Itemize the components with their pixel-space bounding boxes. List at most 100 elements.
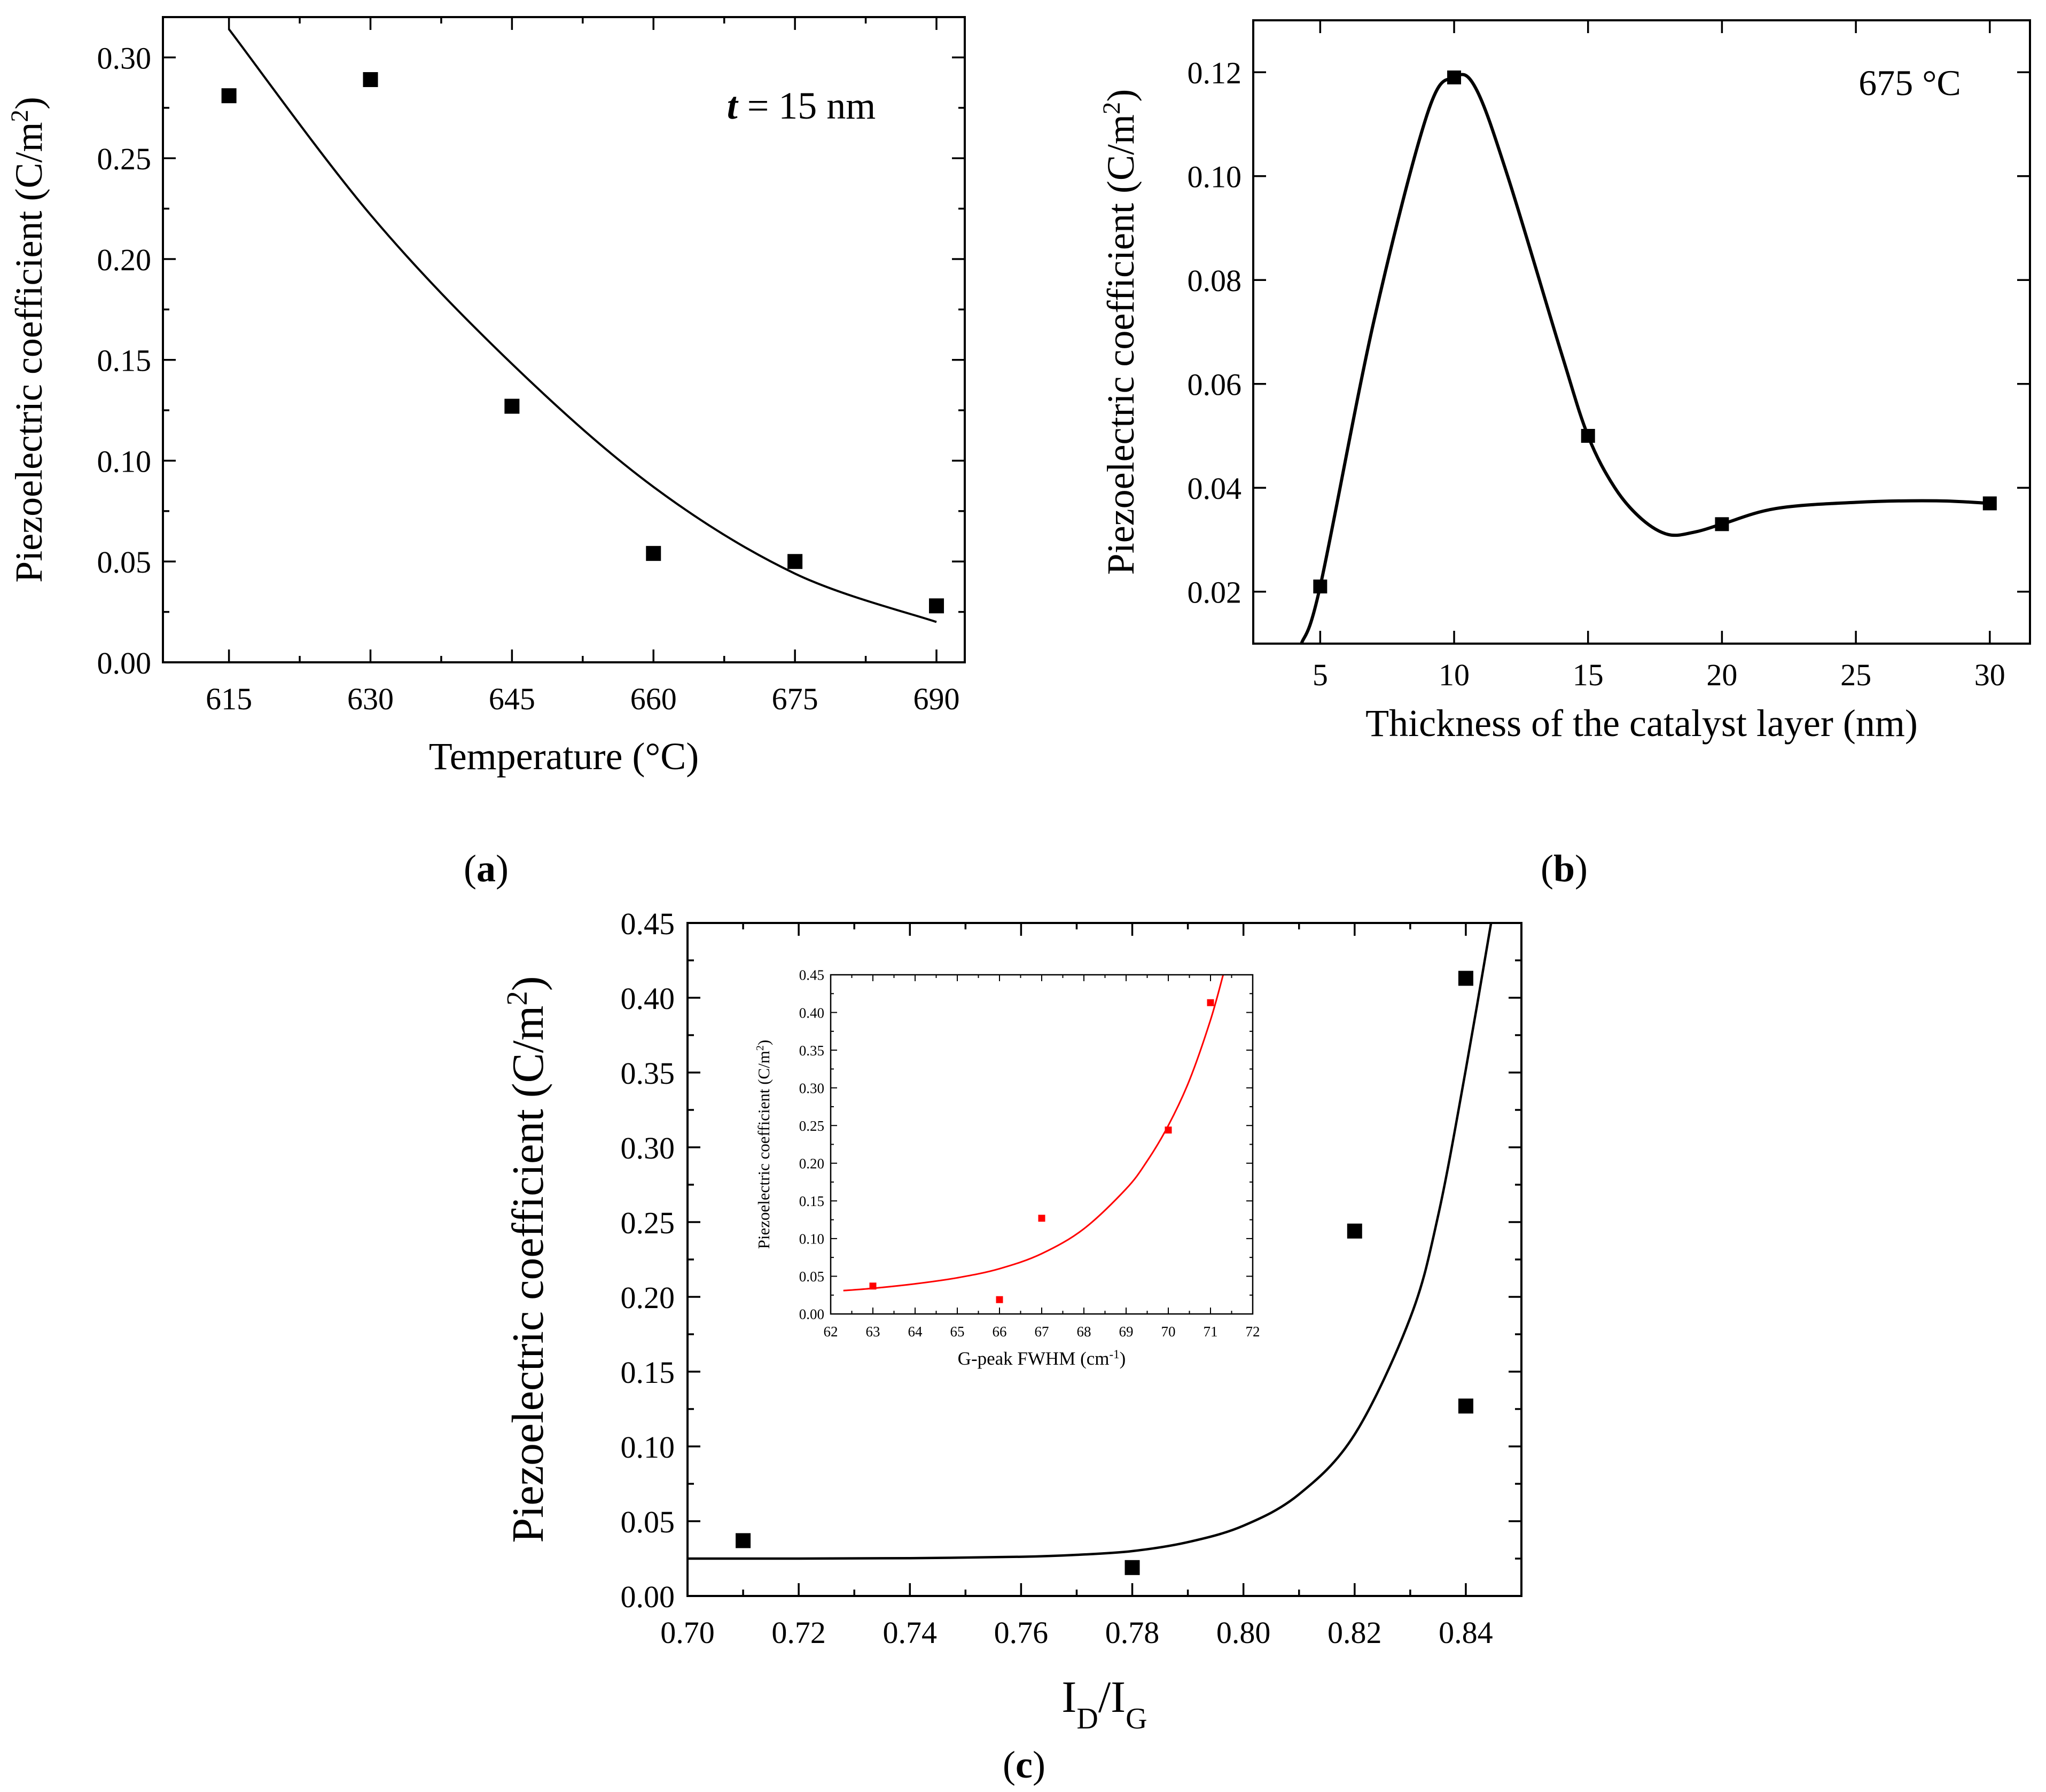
c-y-tick-label: 0.35 — [621, 1056, 675, 1091]
c-inset-data-point — [996, 1296, 1003, 1303]
b-data-point — [1715, 517, 1729, 531]
c-inset-y-tick-label: 0.15 — [799, 1193, 824, 1209]
b-x-tick-label: 25 — [1840, 658, 1871, 692]
c-data-point — [1347, 1223, 1362, 1239]
c-inset-y-tick-label: 0.10 — [799, 1231, 824, 1247]
b-annotation: 675 °C — [1858, 62, 1961, 103]
c-inset-y-tick-label: 0.40 — [799, 1005, 824, 1021]
c-x-axis-title-sub2: G — [1126, 1702, 1147, 1735]
c-inset-y-axis-title: Piezoelectric coefficient (C/m2) — [754, 1040, 773, 1249]
a-y-tick-label: 0.10 — [97, 444, 152, 479]
b-data-point — [1447, 70, 1462, 84]
a-data-point — [646, 546, 661, 561]
a-y-tick-label: 0.00 — [97, 646, 152, 680]
c-x-tick-label: 0.84 — [1439, 1615, 1493, 1650]
c-y-axis-title-sup: 2 — [501, 991, 533, 1005]
b-plot-frame — [1252, 19, 2031, 645]
c-inset-x-tick-label: 65 — [950, 1324, 965, 1340]
b-data-point — [1982, 496, 1997, 511]
c-inset-fit-curve — [843, 975, 1224, 1292]
panel-label-c: (c) — [1003, 1743, 1045, 1786]
b-y-tick-label: 0.10 — [1188, 160, 1242, 194]
a-data-point — [221, 88, 237, 104]
c-inset-y-tick-label: 0.25 — [799, 1118, 824, 1134]
b-data-point — [1581, 429, 1595, 443]
b-data-point — [1313, 580, 1327, 594]
c-inset-x-tick-label: 66 — [993, 1324, 1007, 1340]
c-inset-y-tick-label: 0.45 — [799, 967, 824, 983]
a-annotation-italic: t — [727, 84, 739, 127]
c-y-tick-label: 0.15 — [621, 1355, 675, 1390]
c-x-tick-label: 0.78 — [1105, 1615, 1160, 1650]
c-inset-background — [831, 975, 1253, 1314]
c-y-tick-label: 0.00 — [621, 1579, 675, 1614]
b-x-tick-label: 5 — [1313, 658, 1328, 692]
panel-b: 5 10 15 20 25 30 0.02 0.04 0.06 0.08 0.10 0.12 Thick… — [1098, 19, 2031, 745]
a-y-tick-label: 0.05 — [97, 545, 152, 580]
c-x-tick-label: 0.82 — [1327, 1615, 1382, 1650]
c-y-tick-label: 0.10 — [621, 1430, 675, 1465]
c-inset-x-axis-title: G-peak FWHM (cm-1) — [958, 1348, 1126, 1370]
a-x-axis-title: Temperature (°C) — [429, 735, 699, 778]
a-fit-curve — [228, 28, 937, 623]
c-inset-y-tick-label: 0.30 — [799, 1080, 824, 1096]
c-x-tick-label: 0.76 — [994, 1615, 1049, 1650]
c-inset-x-tick-label: 67 — [1035, 1324, 1049, 1340]
c-inset-y-tick-label: 0.05 — [799, 1269, 824, 1285]
b-y-tick-label: 0.12 — [1188, 56, 1242, 90]
a-y-tick-label: 0.30 — [97, 41, 152, 75]
c-x-tick-label: 0.80 — [1216, 1615, 1271, 1650]
b-y-axis-title: Piezoelectric coefficient (C/m2) — [1098, 89, 1142, 575]
a-data-point — [363, 72, 378, 88]
c-data-point — [1124, 1560, 1140, 1575]
c-y-tick-label: 0.40 — [621, 981, 675, 1016]
b-y-tick-label: 0.06 — [1188, 367, 1242, 402]
a-y-axis-title-tail: ) — [7, 97, 50, 109]
c-y-tick-label: 0.25 — [621, 1206, 675, 1240]
c-x-tick-label: 0.72 — [771, 1615, 826, 1650]
a-y-tick-label: 0.15 — [97, 343, 152, 378]
c-inset-x-tick-label: 70 — [1161, 1324, 1176, 1340]
c-inset-x-tick-label: 72 — [1246, 1324, 1260, 1340]
c-inset-x-tick-label: 71 — [1204, 1324, 1218, 1340]
panel-label-a: (a) — [464, 847, 509, 890]
c-inset-data-point — [1165, 1126, 1172, 1134]
c-inset-y-axis-title-sup: 2 — [754, 1045, 766, 1051]
c-inset-x-axis-title-main: G-peak FWHM (cm — [958, 1348, 1110, 1369]
panel-a: 615 630 645 660 675 690 0.00 0.05 0.10 0.15 0.20 0.… — [6, 16, 966, 778]
c-inset-x-tick-label: 62 — [824, 1324, 838, 1340]
b-x-tick-label: 20 — [1706, 658, 1737, 692]
c-inset-y-tick-label: 0.20 — [799, 1155, 824, 1171]
b-x-tick-label: 10 — [1439, 658, 1470, 692]
a-y-axis-title-main: Piezoelectric coefficient (C/m — [7, 122, 50, 583]
c-inset-y-axis-title-main: Piezoelectric coefficient (C/m — [754, 1051, 773, 1249]
b-y-axis-title-sup: 2 — [1098, 102, 1126, 114]
b-x-tick-label: 15 — [1573, 658, 1604, 692]
c-y-tick-label: 0.30 — [621, 1131, 675, 1165]
a-y-tick-label: 0.20 — [97, 242, 152, 277]
c-x-tick-label: 0.70 — [660, 1615, 715, 1650]
panel-label-b: (b) — [1541, 847, 1588, 890]
c-data-point — [736, 1533, 751, 1548]
b-x-axis-title: Thickness of the catalyst layer (nm) — [1365, 702, 1918, 745]
a-x-tick-label: 630 — [347, 682, 394, 716]
a-plot-frame — [162, 16, 966, 663]
c-y-tick-label: 0.05 — [621, 1505, 675, 1539]
b-x-tick-label: 30 — [1974, 658, 2005, 692]
c-inset-data-point — [1038, 1215, 1045, 1222]
c-inset-y-tick-label: 0.35 — [799, 1043, 824, 1059]
a-y-axis-title: Piezoelectric coefficient (C/m2) — [6, 97, 50, 583]
a-x-tick-label: 615 — [206, 682, 252, 716]
c-y-axis-title-tail: ) — [503, 976, 553, 991]
a-x-tick-label: 660 — [630, 682, 677, 716]
c-x-axis-title-sub1: D — [1076, 1702, 1098, 1735]
b-fit-curve — [1300, 73, 1990, 644]
c-inset-data-point — [869, 1282, 877, 1290]
a-data-point — [929, 598, 944, 614]
c-x-axis-title: ID/IG — [1061, 1672, 1147, 1735]
c-y-axis-title: Piezoelectric coefficient (C/m2) — [501, 976, 553, 1543]
c-inset-y-tick-label: 0.00 — [799, 1306, 824, 1323]
c-y-tick-label: 0.45 — [621, 906, 675, 941]
c-x-axis-title-slash: /I — [1098, 1672, 1126, 1722]
